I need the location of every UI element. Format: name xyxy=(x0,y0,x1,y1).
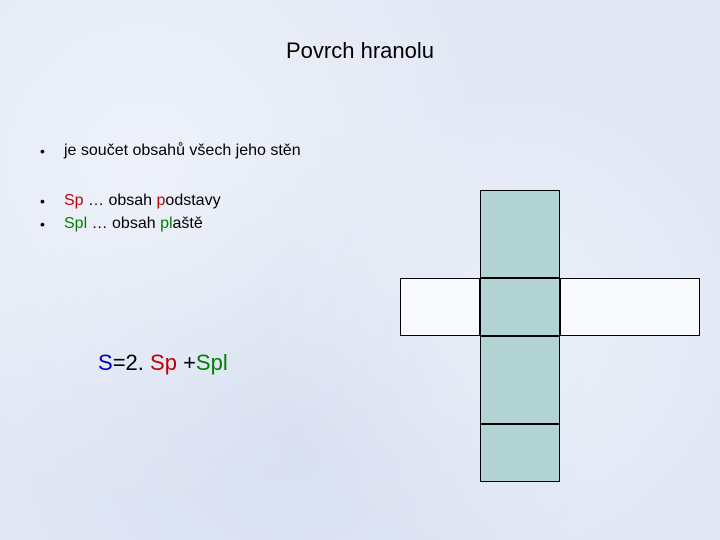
formula-dot: . xyxy=(138,350,150,375)
highlight-letter: pl xyxy=(160,215,172,232)
sp-symbol: Sp xyxy=(64,192,84,209)
bullet-text: Spl … obsah plaště xyxy=(64,213,203,235)
bullet-marker: • xyxy=(40,213,64,232)
net-face-filled xyxy=(480,278,560,336)
bullet-marker: • xyxy=(40,140,64,159)
net-face-filled xyxy=(480,424,560,482)
bullet-text: Sp … obsah podstavy xyxy=(64,190,221,212)
spl-symbol: Spl xyxy=(64,215,87,232)
formula: S=2. Sp +Spl xyxy=(98,350,228,376)
formula-s: S xyxy=(98,350,113,375)
bullet-item: • je součet obsahů všech jeho stěn xyxy=(40,140,301,162)
formula-plus: + xyxy=(177,350,196,375)
bullet-text: je součet obsahů všech jeho stěn xyxy=(64,140,301,162)
bullet-item: • Sp … obsah podstavy xyxy=(40,190,301,212)
text-fragment: … obsah xyxy=(84,192,157,209)
bullet-list: • je součet obsahů všech jeho stěn • Sp … xyxy=(40,140,301,263)
bullet-item: • Spl … obsah plaště xyxy=(40,213,301,235)
text-fragment: odstavy xyxy=(165,192,220,209)
text-fragment: … obsah xyxy=(87,215,160,232)
net-face-unfilled xyxy=(560,278,700,336)
net-face-filled xyxy=(480,190,560,278)
formula-sp: Sp xyxy=(150,350,177,375)
text-fragment: aště xyxy=(173,215,203,232)
formula-two: 2 xyxy=(126,350,138,375)
net-face-unfilled xyxy=(400,278,480,336)
formula-spl: Spl xyxy=(196,350,228,375)
formula-eq: = xyxy=(113,350,126,375)
net-face-filled xyxy=(480,336,560,424)
bullet-marker: • xyxy=(40,190,64,209)
page-title: Povrch hranolu xyxy=(0,0,720,64)
